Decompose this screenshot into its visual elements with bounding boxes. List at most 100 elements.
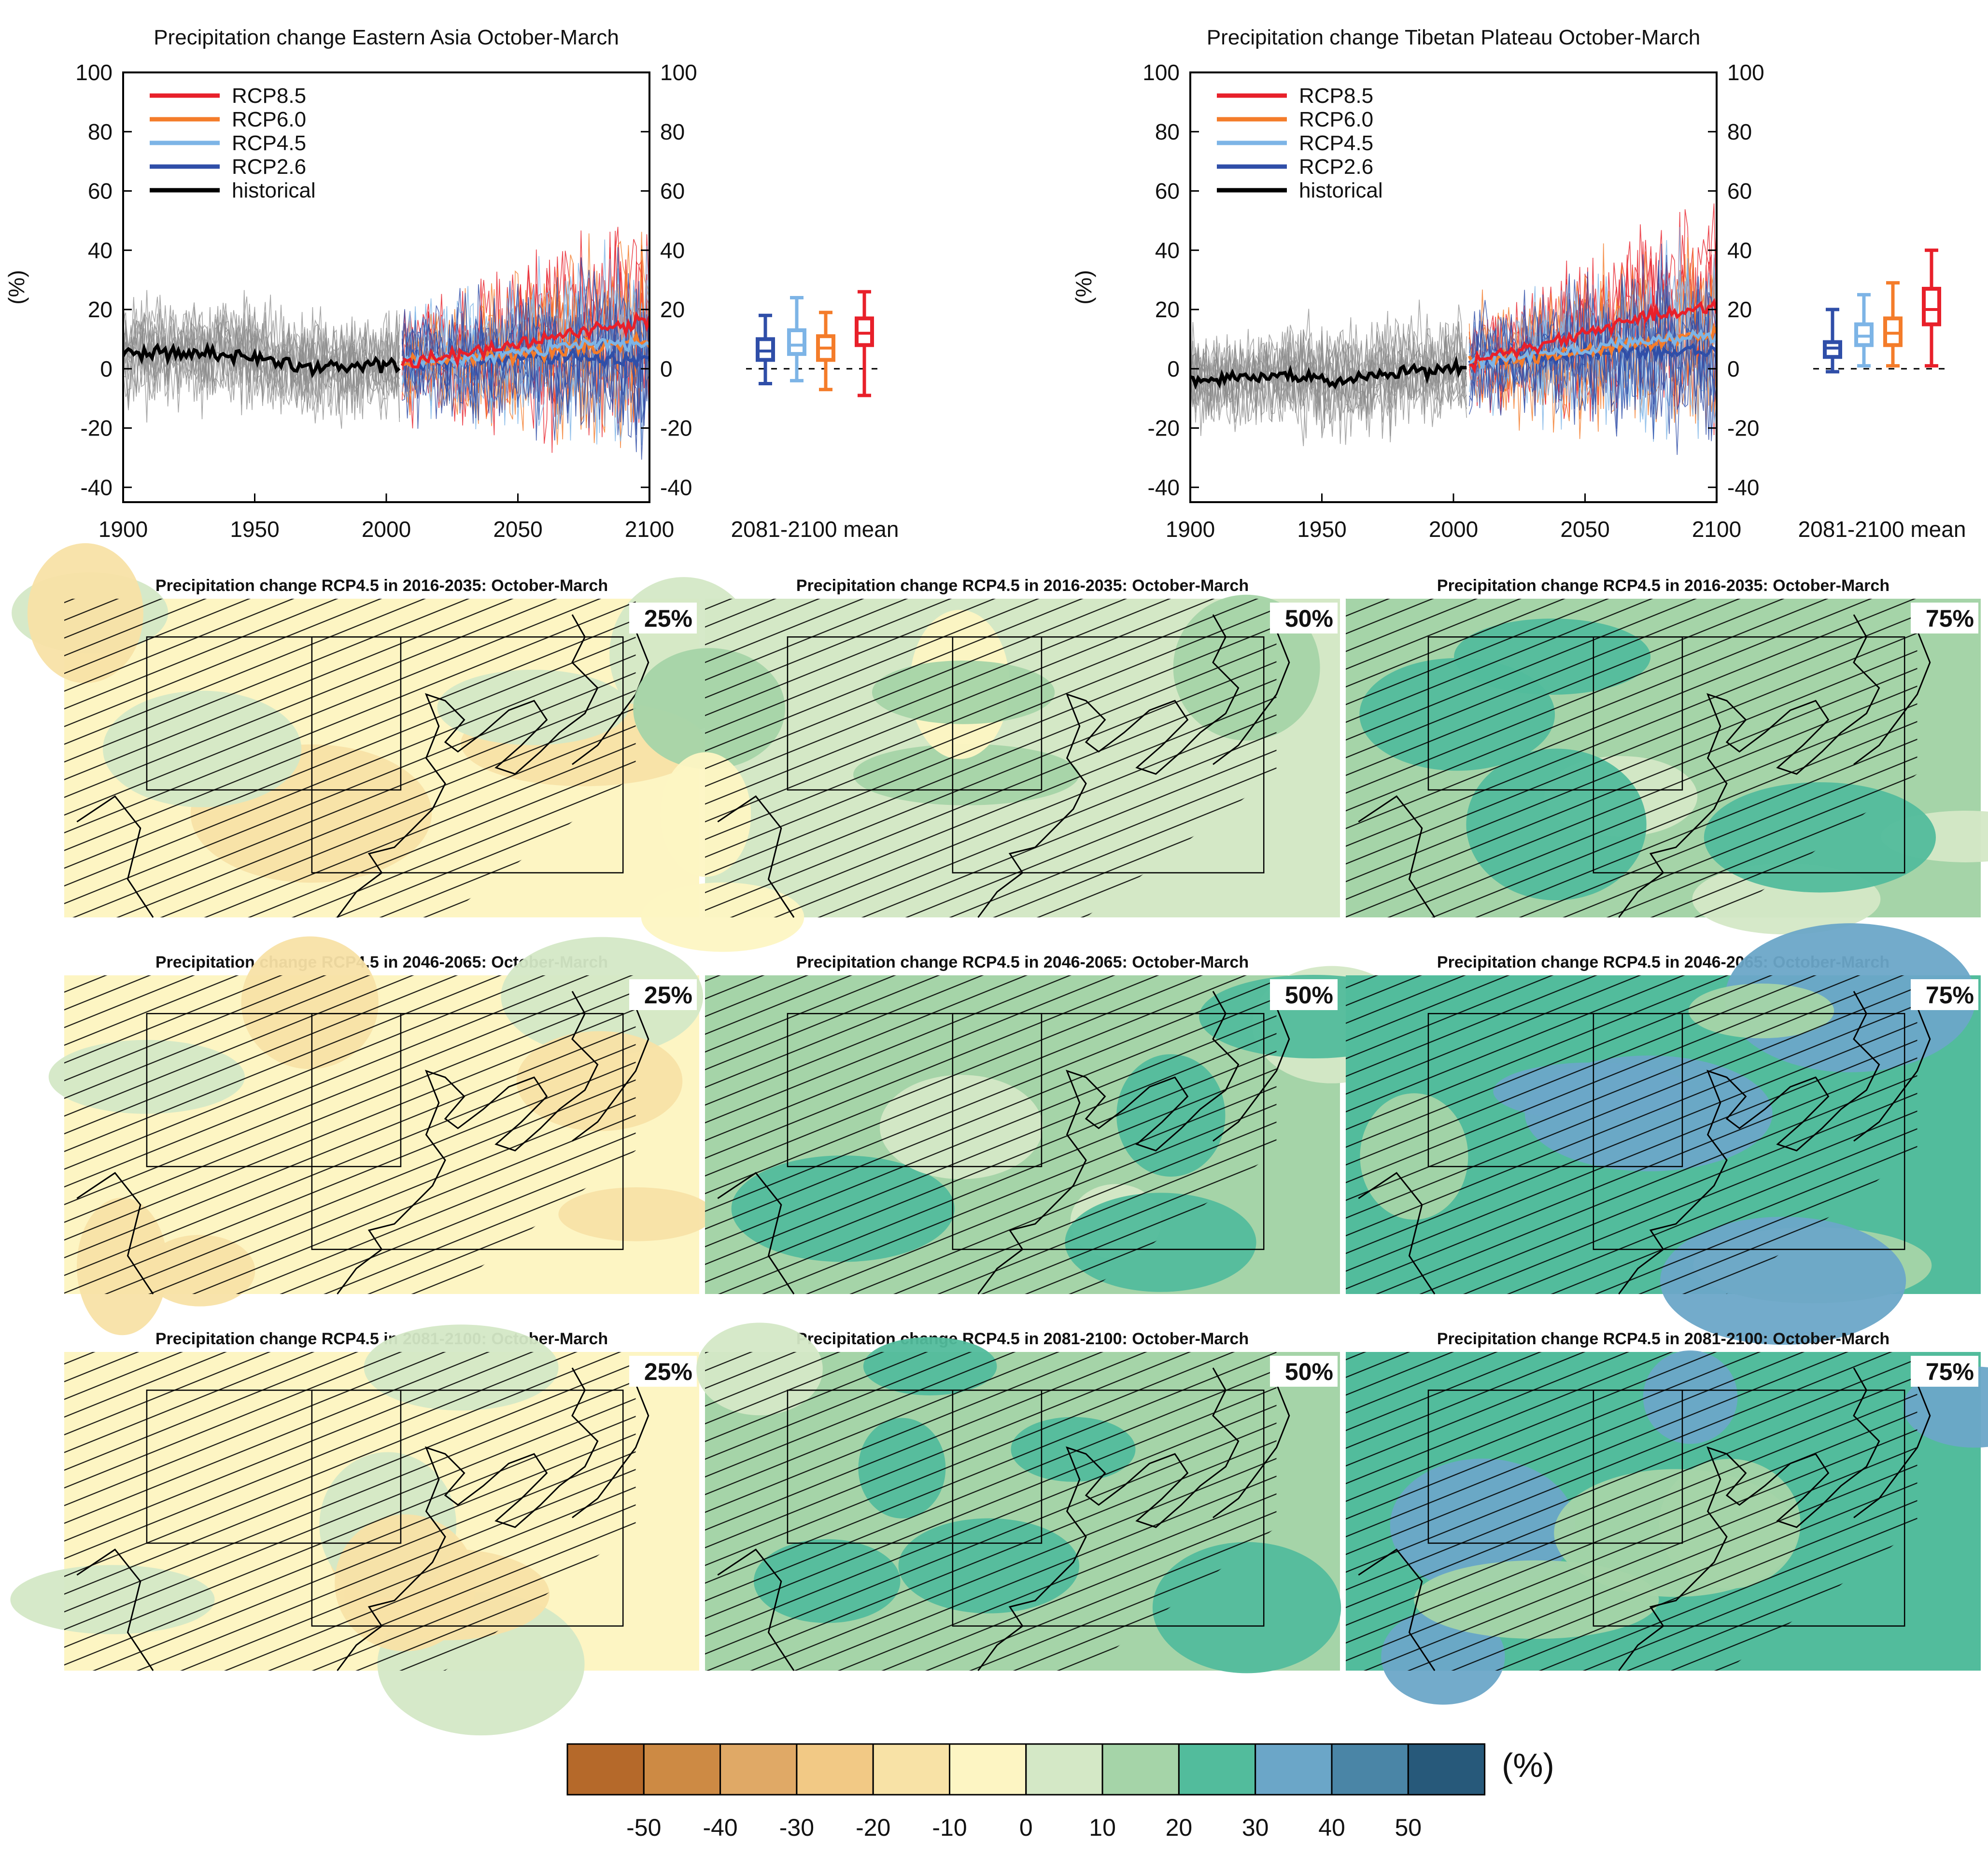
- ensemble-means: [123, 310, 649, 379]
- map-hatching: [705, 975, 1277, 1294]
- y-tick-label: 60: [1727, 179, 1752, 204]
- colorbar-cell: [1407, 1743, 1486, 1796]
- colorbar-ticks: -50 -40 -30 -20 -10 0 10 20 30 40 50: [626, 1814, 1422, 1841]
- percentile-label: 75%: [1926, 982, 1974, 1009]
- region-box-tibetan-plateau: [1427, 1013, 1683, 1168]
- colorbar-unit: (%): [1502, 1746, 1554, 1784]
- map-hatching: [705, 1352, 1277, 1671]
- region-box-tibetan-plateau: [146, 1013, 402, 1168]
- map-hatching: [64, 975, 636, 1294]
- percentile-label: 75%: [1926, 605, 1974, 632]
- region-box-tibetan-plateau: [787, 1013, 1043, 1168]
- coastline: [76, 795, 154, 918]
- boxplot-box: [756, 337, 775, 362]
- legend-label: RCP4.5: [232, 131, 306, 155]
- legend: RCP8.5 RCP6.0 RCP4.5 RCP2.6 historical: [150, 84, 316, 202]
- percentile-badge: [1270, 1356, 1338, 1387]
- y-tick-label: 80: [88, 119, 113, 144]
- legend-label: RCP8.5: [232, 84, 306, 108]
- percentile-badge: [629, 603, 697, 633]
- map-grid: Precipitation change RCP4.5 in 2016-2035…: [10, 543, 1988, 1736]
- boxplot-box: [787, 328, 806, 356]
- boxplot-box: [855, 316, 874, 347]
- colorbar-tick-label: 40: [1318, 1814, 1345, 1841]
- y-tick-label: -20: [1727, 416, 1759, 441]
- scenario-member-line: [401, 281, 649, 426]
- x-tick-label: 1900: [1166, 517, 1215, 542]
- colorbar-tick-label: 30: [1242, 1814, 1269, 1841]
- y-tick-label: -40: [1727, 475, 1759, 500]
- y-tick-label: 100: [1142, 60, 1180, 85]
- y-tick-label: 100: [1727, 60, 1764, 85]
- coastline: [76, 1172, 154, 1294]
- legend-label: RCP2.6: [1299, 155, 1373, 179]
- map-title: Precipitation change RCP4.5 in 2081-2100…: [796, 1330, 1249, 1348]
- coastline: [977, 614, 1240, 918]
- region-box-eastern-asia: [1593, 636, 1905, 873]
- y-tick-label: 40: [1727, 238, 1752, 263]
- y-ticks-left: 100 80 60 40 20 0 -20 -40: [75, 60, 113, 500]
- coastline: [717, 1548, 795, 1671]
- y-axis-label-left: (%): [4, 270, 29, 305]
- boxplot-box: [1823, 340, 1842, 359]
- region-box-tibetan-plateau: [146, 636, 402, 791]
- y-tick-label: 20: [88, 297, 113, 322]
- legend-label: historical: [1299, 179, 1383, 202]
- colorbar-tick-label: 50: [1395, 1814, 1422, 1841]
- colorbar-tick-label: 20: [1166, 1814, 1193, 1841]
- colorbar-cell: [1101, 1743, 1180, 1796]
- y-tick-label: -20: [660, 416, 692, 441]
- colorbar-tick-label: -30: [779, 1814, 814, 1841]
- legend-label: historical: [232, 179, 316, 202]
- map-hatching: [64, 1352, 636, 1671]
- y-ticks-right: 100 80 60 40 20 0 -20 -40: [1727, 60, 1764, 500]
- map-hatching: [1346, 975, 1918, 1294]
- percentile-label: 50%: [1285, 982, 1333, 1009]
- legend-label: RCP2.6: [232, 155, 306, 179]
- series-line: [401, 334, 649, 371]
- region-box-eastern-asia: [952, 1389, 1265, 1627]
- y-tick-label: 20: [1727, 297, 1752, 322]
- colorbar-cell: [1025, 1743, 1103, 1796]
- region-box-eastern-asia: [952, 636, 1265, 873]
- y-ticks-right: 100 80 60 40 20 0 -20 -40: [660, 60, 697, 500]
- colorbar: -50 -40 -30 -20 -10 0 10 20 30 40 50 (%): [566, 1743, 1554, 1841]
- colorbar-cell: [566, 1743, 645, 1796]
- y-tick-label: 100: [75, 60, 113, 85]
- y-tick-label: 80: [1155, 119, 1180, 144]
- y-tick-label: -20: [1148, 416, 1180, 441]
- percentile-badge: [1911, 603, 1978, 633]
- y-tick-label: 80: [1727, 119, 1752, 144]
- y-tick-label: 0: [1167, 356, 1180, 381]
- coastline: [1358, 795, 1436, 918]
- x-tick-label: 2100: [625, 517, 674, 542]
- y-tick-label: -40: [660, 475, 692, 500]
- percentile-label: 50%: [1285, 1358, 1333, 1385]
- colorbar-cell: [1255, 1743, 1333, 1796]
- x-tick-label: 1900: [99, 517, 148, 542]
- y-tick-label: 60: [88, 179, 113, 204]
- scenario-member-line: [1469, 243, 1717, 439]
- colorbar-tick-label: 10: [1089, 1814, 1116, 1841]
- map-hatching: [1346, 1352, 1918, 1671]
- coastline: [337, 991, 599, 1294]
- percentile-badge: [1911, 979, 1978, 1010]
- map-panel: Precipitation change RCP4.5 in 2046-2065…: [705, 953, 1428, 1294]
- x-tick-label: 2100: [1692, 517, 1741, 542]
- x-ticks: 1900 1950 2000 2050 2100: [99, 71, 674, 542]
- x-tick-label: 2000: [1429, 517, 1478, 542]
- y-tick-label: 0: [100, 356, 113, 381]
- legend-label: RCP6.0: [232, 108, 306, 131]
- historical-member-line: [123, 290, 400, 423]
- y-tick-label: 40: [660, 238, 685, 263]
- coastline: [1618, 1367, 1880, 1671]
- y-tick-label: 100: [660, 60, 697, 85]
- boxplot-box: [1922, 287, 1941, 326]
- y-tick-label: 60: [660, 179, 685, 204]
- series-line: [1468, 328, 1717, 370]
- y-tick-label: 20: [660, 297, 685, 322]
- percentile-label: 25%: [644, 605, 692, 632]
- coastline: [717, 795, 795, 918]
- colorbar-tick-label: -20: [856, 1814, 890, 1841]
- colorbar-cell: [643, 1743, 721, 1796]
